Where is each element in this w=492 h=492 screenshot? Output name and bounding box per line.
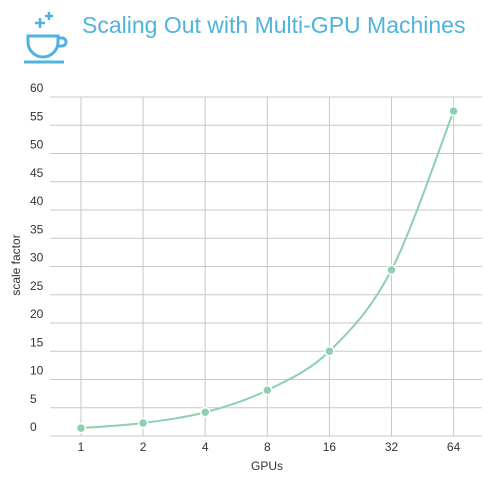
y-tick-label: 45 — [30, 166, 44, 180]
x-tick-label: 32 — [385, 440, 399, 454]
point — [448, 105, 459, 117]
x-tick-label: 16 — [323, 440, 337, 454]
y-tick-label: 10 — [30, 364, 44, 378]
y-tick-label: 60 — [30, 81, 44, 95]
line — [80, 110, 455, 430]
y-tick-label: 35 — [30, 222, 44, 236]
point — [324, 346, 335, 357]
y-tick-label: 30 — [30, 251, 44, 265]
y-tick-label: 15 — [30, 335, 44, 349]
y-tick-label: 50 — [30, 138, 44, 152]
y-tick-label: 20 — [30, 307, 44, 321]
x-tick-label: 2 — [140, 440, 147, 454]
point — [386, 264, 397, 276]
y-tick-label: 0 — [30, 420, 37, 434]
point — [262, 384, 273, 396]
point — [75, 422, 87, 434]
y-tick-label: 5 — [30, 392, 37, 406]
chart-title: Scaling Out with Multi-GPU Machines — [82, 12, 465, 38]
point — [199, 407, 211, 418]
y-tick-label: 25 — [30, 279, 44, 293]
x-tick-label: 64 — [447, 440, 461, 454]
point — [137, 417, 149, 429]
x-tick-label: 8 — [264, 440, 271, 454]
y-tick-label: 40 — [30, 194, 44, 208]
x-tick-label: 1 — [78, 440, 85, 454]
cup-icon — [24, 12, 68, 64]
y-tick-label: 55 — [30, 109, 44, 123]
x-axis-label: GPUs — [251, 459, 283, 473]
y-axis-label: scale factor — [9, 234, 23, 295]
x-tick-label: 4 — [202, 440, 209, 454]
